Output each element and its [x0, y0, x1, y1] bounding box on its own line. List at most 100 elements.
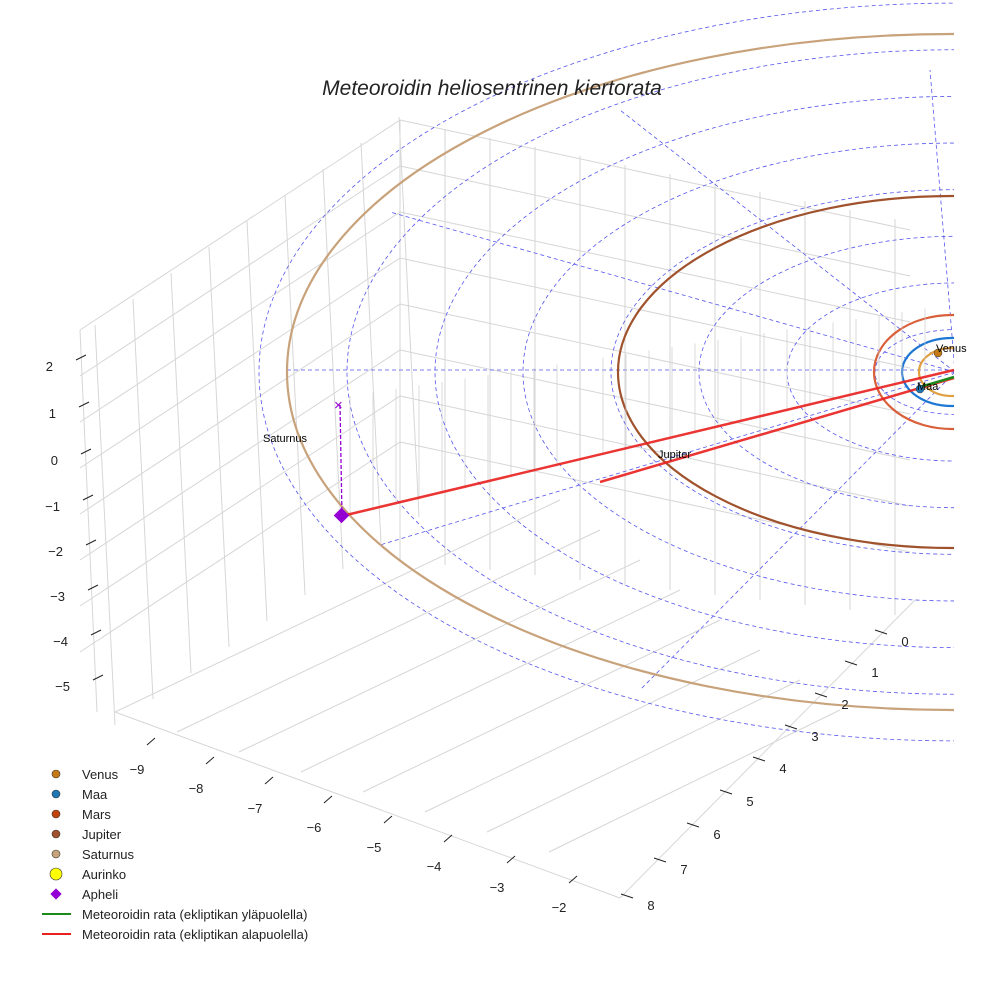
ecliptic-grid-line: [639, 372, 954, 691]
z-tick-label: −3: [50, 589, 65, 604]
legend-label: Mars: [82, 807, 111, 822]
ecliptic-grid-circle: [522, 142, 954, 602]
z-axis-line: [79, 329, 98, 713]
y-tick-mark: [814, 692, 828, 698]
maa-marker: [915, 384, 925, 394]
legend-marker: [51, 829, 61, 839]
x-tick-label: −8: [189, 781, 204, 796]
aphelion-marker: [333, 507, 350, 524]
x-tick-mark: [383, 815, 393, 824]
orbit-jupiter: [617, 194, 954, 550]
grid-line: [399, 303, 911, 415]
legend-marker: [49, 867, 63, 881]
z-tick-mark: [92, 674, 104, 681]
y-tick-label: 8: [647, 898, 654, 913]
legend-marker: [51, 849, 61, 859]
grid-line: [79, 395, 401, 607]
z-tick-mark: [80, 448, 92, 455]
y-axis-line: [619, 599, 916, 899]
grid-line: [300, 589, 681, 773]
grid-line: [176, 529, 601, 733]
y-tick-label: 6: [713, 827, 720, 842]
x-tick-mark: [443, 834, 453, 843]
legend-label: Maa: [82, 787, 108, 802]
ecliptic-grid-line: [619, 109, 954, 372]
y-tick-mark: [844, 660, 858, 666]
x-tick-label: −4: [427, 859, 442, 874]
legend-label: Jupiter: [82, 827, 122, 842]
z-tick-label: −4: [53, 634, 68, 649]
planet-label-jupiter: Jupiter: [658, 449, 691, 461]
y-tick-mark: [784, 724, 798, 730]
grid-line: [399, 119, 911, 231]
legend-marker: [51, 769, 61, 779]
grid-line: [79, 349, 401, 561]
grid-line: [399, 349, 911, 461]
orbit-mars: [872, 313, 954, 431]
ecliptic-grid-line: [389, 211, 954, 373]
x-tick-mark: [568, 875, 578, 884]
ecliptic-grid-line: [379, 371, 954, 546]
z-tick-label: −2: [48, 544, 63, 559]
y-tick-label: 0: [901, 634, 908, 649]
y-tick-label: 3: [811, 729, 818, 744]
meteoroid-path-below: [341, 368, 955, 518]
ecliptic-grid-circle: [346, 49, 954, 695]
y-tick-label: 7: [680, 862, 687, 877]
legend-label: Saturnus: [82, 847, 135, 862]
z-tick-mark: [75, 354, 87, 361]
legend-label: Apheli: [82, 887, 118, 902]
grid-line: [424, 649, 761, 813]
y-tick-mark: [620, 893, 634, 899]
y-tick-mark: [874, 629, 888, 635]
z-tick-mark: [82, 494, 94, 501]
x-tick-mark: [506, 855, 516, 864]
grid-line: [399, 165, 911, 277]
grid-line: [246, 220, 268, 622]
orbit-venus: [917, 346, 954, 398]
y-tick-label: 5: [746, 794, 753, 809]
chart-title: Meteoroidin heliosentrinen kiertorata: [322, 77, 662, 100]
grid-line: [399, 257, 911, 369]
z-tick-label: −5: [55, 679, 70, 694]
legend-marker: [51, 809, 61, 819]
z-tick-label: 1: [49, 406, 56, 421]
grid-line: [284, 194, 306, 596]
x-tick-label: −3: [490, 880, 505, 895]
y-tick-label: 4: [779, 761, 786, 776]
grid-line: [208, 246, 230, 648]
x-tick-label: −6: [307, 820, 322, 835]
meteoroid-path-below: [599, 376, 955, 484]
grid-line: [170, 272, 192, 674]
grid-line: [79, 303, 401, 515]
y-tick-label: 2: [841, 697, 848, 712]
z-tick-mark: [90, 629, 102, 636]
z-tick-label: −1: [45, 499, 60, 514]
grid-line: [548, 709, 841, 853]
y-tick-mark: [752, 756, 766, 762]
z-tick-label: 0: [51, 453, 58, 468]
grid-line: [322, 168, 344, 570]
planet-label-maa: Maa: [917, 381, 939, 393]
grid-line: [132, 298, 154, 700]
x-tick-label: −2: [552, 900, 567, 915]
legend-label: Meteoroidin rata (ekliptikan alapuolella…: [82, 927, 308, 942]
ecliptic-grid-line: [929, 69, 954, 365]
grid-line: [398, 116, 420, 518]
planet-label-saturnus: Saturnus: [263, 433, 308, 445]
grid-line: [238, 559, 641, 753]
grid-line: [486, 679, 801, 833]
grid-line: [114, 499, 561, 713]
grid-line: [399, 211, 911, 323]
legend-label: Venus: [82, 767, 119, 782]
grid-line: [360, 142, 382, 544]
planet-label-venus: Venus: [936, 343, 967, 355]
x-tick-mark: [146, 737, 156, 746]
aphelion-drop-line: [339, 404, 343, 517]
legend-marker: [50, 888, 62, 900]
meteoroid-path-above: [919, 375, 955, 389]
legend: Venus Maa Mars Jupiter Saturnus Aurinko Apheli…: [42, 767, 308, 942]
legend-marker: [51, 789, 61, 799]
aphelion-x-marker: ×: [334, 397, 343, 414]
grid-line: [79, 211, 401, 423]
